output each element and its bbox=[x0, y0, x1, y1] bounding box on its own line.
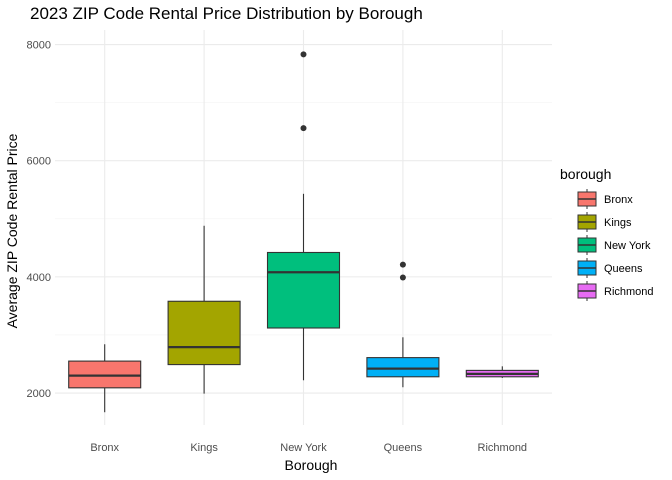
y-axis-title: Average ZIP Code Rental Price bbox=[4, 133, 20, 328]
x-tick-label: Queens bbox=[384, 442, 423, 454]
x-tick-label: Richmond bbox=[478, 442, 528, 454]
x-tick-label: New York bbox=[280, 442, 327, 454]
legend-label: Kings bbox=[604, 217, 632, 229]
x-axis: Bronx Kings New York Queens Richmond bbox=[90, 442, 527, 454]
box-body bbox=[167, 300, 241, 366]
legend-item-kings: Kings bbox=[577, 212, 632, 232]
legend: borough Bronx Kings New York Queens Richmond bbox=[560, 166, 654, 301]
outlier-point bbox=[399, 274, 406, 281]
y-tick-label: 6000 bbox=[27, 156, 51, 168]
boxplot-boxes bbox=[68, 51, 539, 413]
legend-label: Queens bbox=[604, 263, 643, 275]
legend-label: Richmond bbox=[604, 286, 654, 298]
legend-label: New York bbox=[604, 240, 651, 252]
y-tick-label: 8000 bbox=[27, 40, 51, 52]
x-tick-label: Bronx bbox=[90, 442, 119, 454]
outlier-point bbox=[399, 261, 406, 268]
y-tick-label: 4000 bbox=[27, 272, 51, 284]
legend-item-queens: Queens bbox=[577, 258, 643, 278]
outlier-point bbox=[300, 125, 307, 132]
x-axis-title: Borough bbox=[285, 457, 338, 473]
legend-item-new-york: New York bbox=[577, 235, 651, 255]
box-body bbox=[366, 357, 440, 378]
legend-item-bronx: Bronx bbox=[577, 189, 633, 209]
outlier-point bbox=[300, 51, 307, 58]
legend-label: Bronx bbox=[604, 194, 633, 206]
box-body bbox=[68, 360, 142, 389]
legend-title: borough bbox=[560, 166, 611, 182]
y-tick-label: 2000 bbox=[27, 388, 51, 400]
box-kings bbox=[167, 225, 241, 394]
x-tick-label: Kings bbox=[190, 442, 218, 454]
box-body bbox=[266, 251, 341, 329]
legend-item-richmond: Richmond bbox=[577, 281, 654, 301]
y-axis: 2000 4000 6000 8000 bbox=[27, 40, 51, 401]
box-richmond bbox=[465, 366, 539, 378]
box-new-york bbox=[266, 51, 341, 381]
box-queens bbox=[366, 261, 440, 388]
box-bronx bbox=[68, 344, 142, 413]
chart-title: 2023 ZIP Code Rental Price Distribution … bbox=[30, 4, 423, 23]
